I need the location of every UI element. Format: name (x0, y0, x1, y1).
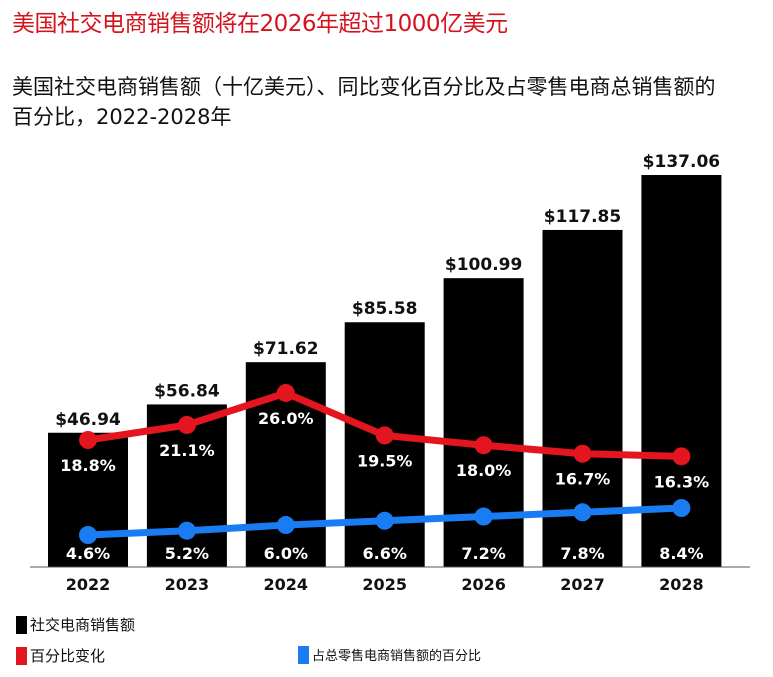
headline: 美国社交电商销售额将在2026年超过1000亿美元 (12, 11, 508, 37)
bar-2025 (344, 322, 425, 567)
chart-title: 美国社交电商销售额（十亿美元）、同比变化百分比及占零售电商总销售额的百分比，20… (12, 75, 716, 129)
legend-swatch-black (16, 615, 27, 634)
bar-value-label: $46.94 (55, 410, 121, 430)
bar-value-label: $117.85 (544, 207, 621, 227)
bar-value-label: $100.99 (445, 255, 522, 275)
share-of-retail-point (573, 503, 592, 522)
yoy-change-point (375, 426, 394, 445)
yoy-change-label: 16.7% (555, 470, 611, 489)
share-of-retail-label: 7.8% (560, 544, 604, 563)
yoy-change-point (573, 444, 592, 463)
bar-value-label: $71.62 (253, 339, 319, 359)
yoy-change-label: 26.0% (258, 409, 314, 428)
share-of-retail-point (474, 507, 493, 526)
yoy-change-label: 18.0% (456, 461, 512, 480)
share-of-retail-point (79, 526, 97, 544)
share-of-retail-label: 5.2% (165, 544, 209, 563)
share-of-retail-point (672, 499, 691, 518)
yoy-change-point (79, 431, 97, 449)
x-tick-label: 2022 (66, 575, 111, 594)
yoy-change-point (672, 447, 691, 466)
yoy-change-label: 19.5% (357, 451, 413, 470)
x-tick-label: 2024 (264, 575, 309, 594)
yoy-change-label: 16.3% (654, 472, 710, 491)
legend-label: 占总零售电商销售额的百分比 (312, 649, 482, 664)
legend-swatch-blue (298, 645, 309, 664)
x-tick-label: 2023 (165, 575, 210, 594)
bar-value-label: $85.58 (352, 299, 418, 319)
legend-label: 社交电商销售额 (30, 616, 136, 634)
legend-item-sales: 社交电商销售额 (16, 614, 135, 635)
yoy-change-point (177, 415, 196, 434)
share-of-retail-label: 4.6% (66, 544, 110, 563)
x-tick-label: 2028 (659, 575, 704, 594)
legend-item-share: 占总零售电商销售额的百分比 (298, 645, 481, 664)
yoy-change-point (474, 436, 493, 455)
x-tick-label: 2027 (560, 575, 605, 594)
legend-label: 百分比变化 (30, 647, 106, 665)
legend-item-change: 百分比变化 (16, 645, 105, 666)
yoy-change-label: 21.1% (159, 441, 215, 460)
yoy-change-label: 18.8% (60, 456, 116, 475)
legend-swatch-red (16, 646, 27, 665)
share-of-retail-label: 6.0% (264, 544, 308, 563)
bar-value-label: $56.84 (154, 381, 220, 401)
x-tick-label: 2025 (362, 575, 407, 594)
share-of-retail-label: 6.6% (363, 544, 407, 563)
bar-2022 (48, 432, 128, 567)
bar-value-label: $137.06 (643, 152, 720, 172)
share-of-retail-point (276, 516, 295, 535)
share-of-retail-label: 7.2% (461, 544, 505, 563)
share-of-retail-point (177, 521, 196, 540)
yoy-change-point (276, 383, 295, 402)
x-tick-label: 2026 (461, 575, 506, 594)
share-of-retail-label: 8.4% (659, 544, 703, 563)
share-of-retail-point (375, 511, 394, 530)
